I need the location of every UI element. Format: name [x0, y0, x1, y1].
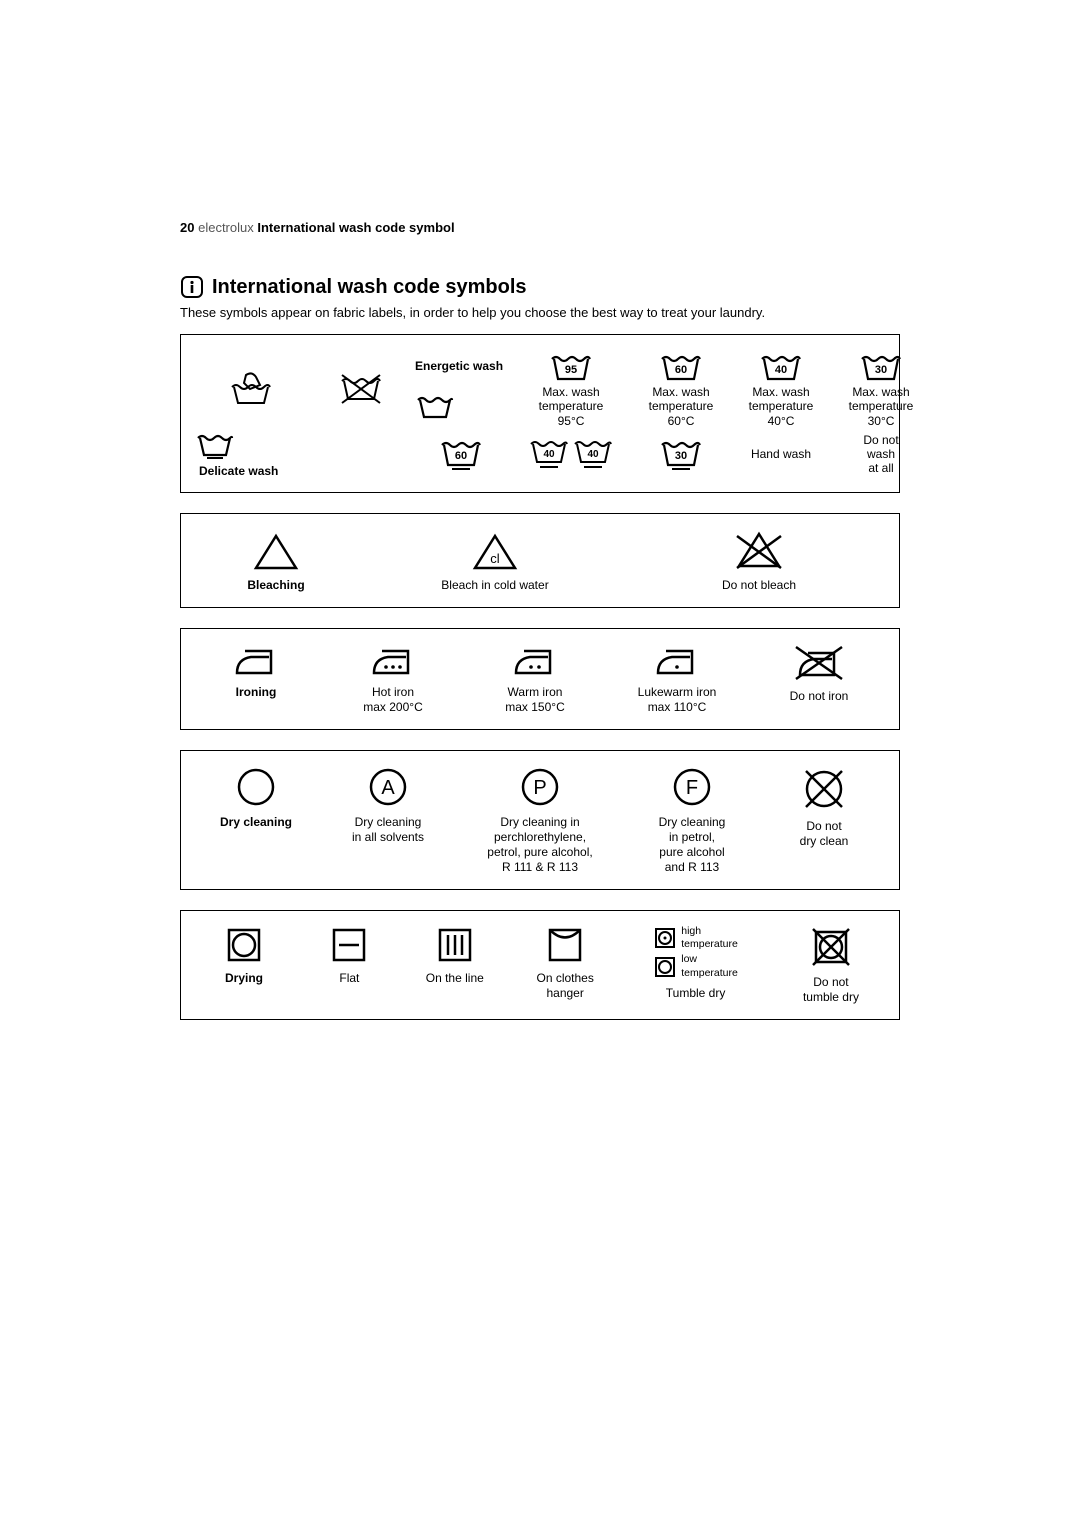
page-number: 20 [180, 220, 194, 235]
wash-30-icon: 30 [831, 349, 931, 383]
svg-text:40: 40 [587, 449, 599, 460]
row-header-energetic: Energetic wash [411, 359, 511, 373]
svg-text:60: 60 [455, 450, 467, 462]
svg-text:30: 30 [875, 364, 887, 376]
do-not-wash-icon [311, 369, 411, 409]
iron-luke-label: Lukewarm iron max 110°C [638, 685, 717, 715]
tumble-high-label: high temperature [681, 925, 738, 951]
do-not-iron-icon [792, 643, 846, 683]
wash-panel: Energetic wash 95 60 40 30 [180, 334, 900, 493]
wash-60-delicate-icon: 60 [411, 435, 511, 473]
wash-40-icon: 40 [731, 349, 831, 383]
iron-luke-icon [652, 643, 702, 679]
dry-line-icon [435, 925, 475, 965]
do-not-iron-label: Do not iron [790, 689, 849, 704]
dry-flat-icon [329, 925, 369, 965]
bleach-triangle-icon [252, 530, 300, 572]
page-title: International wash code symbols [212, 276, 527, 299]
do-not-bleach-label: Do not bleach [722, 578, 796, 593]
intro-text: These symbols appear on fabric labels, i… [180, 305, 900, 320]
dry-circle-square-icon [224, 925, 264, 965]
dryclean-panel: Dry cleaning A Dry cleaning in all solve… [180, 750, 900, 890]
tumble-dry-label: Tumble dry [666, 986, 726, 1001]
dryclean-p-icon: P [518, 765, 562, 809]
title-row: International wash code symbols [180, 275, 900, 299]
wash-30-label: Max. wash temperature 30°C [831, 385, 931, 428]
wash-60-label: Max. wash temperature 60°C [631, 385, 731, 428]
info-icon [180, 275, 204, 299]
do-not-dryclean-icon [800, 765, 848, 813]
wash-30-delicate-icon: 30 [631, 435, 731, 473]
section-name: International wash code symbol [257, 220, 454, 235]
bleach-cl-icon: cl [471, 530, 519, 572]
svg-text:F: F [686, 777, 698, 799]
hand-wash-icon [191, 369, 311, 409]
wash-60-icon: 60 [631, 349, 731, 383]
wash-40-delicate-icons: 40 40 [511, 435, 631, 473]
dryclean-f-icon: F [670, 765, 714, 809]
wash-95-icon: 95 [511, 349, 631, 383]
dry-hanger-icon [545, 925, 585, 965]
dryclean-header: Dry cleaning [220, 815, 292, 830]
dry-panel: Drying Flat On the line On clothes hange… [180, 910, 900, 1020]
iron-panel: Ironing Hot iron max 200°C Warm iron max… [180, 628, 900, 730]
bleach-cold-label: Bleach in cold water [441, 578, 548, 593]
iron-icon [231, 643, 281, 679]
do-not-dryclean-label: Do not dry clean [800, 819, 849, 849]
svg-text:95: 95 [565, 364, 577, 376]
manual-page: 20 electrolux International wash code sy… [0, 0, 1080, 1160]
bleach-panel: Bleaching cl Bleach in cold water Do not… [180, 513, 900, 608]
row-header-delicate: Delicate wash [195, 464, 278, 478]
iron-warm-label: Warm iron max 150°C [505, 685, 565, 715]
dryclean-p-label: Dry cleaning in perchlorethylene, petrol… [487, 815, 592, 875]
wash-40-label: Max. wash temperature 40°C [731, 385, 831, 428]
page-header: 20 electrolux International wash code sy… [180, 220, 900, 235]
wash-95-label: Max. wash temperature 95°C [511, 385, 631, 428]
do-not-wash-label: Do not wash at all [831, 433, 931, 476]
dryclean-f-label: Dry cleaning in petrol, pure alcohol and… [659, 815, 726, 875]
svg-text:A: A [381, 777, 395, 799]
hand-wash-label: Hand wash [731, 447, 831, 461]
svg-text:60: 60 [675, 364, 687, 376]
iron-hot-label: Hot iron max 200°C [363, 685, 423, 715]
do-not-bleach-icon [733, 528, 785, 572]
brand: electrolux [198, 220, 254, 235]
do-not-tumble-label: Do not tumble dry [803, 975, 859, 1005]
dry-hanger-label: On clothes hanger [536, 971, 593, 1001]
svg-text:30: 30 [675, 450, 687, 462]
tumble-low-label: low temperature [681, 953, 738, 979]
dry-flat-label: Flat [339, 971, 359, 986]
bleach-header: Bleaching [247, 578, 304, 593]
iron-warm-icon [510, 643, 560, 679]
dryclean-all-label: Dry cleaning in all solvents [352, 815, 424, 845]
svg-text:40: 40 [775, 364, 787, 376]
delicate-plain-icon [195, 430, 235, 460]
dry-header: Drying [225, 971, 263, 986]
svg-text:P: P [533, 777, 546, 799]
tumble-low-icon [653, 955, 677, 979]
svg-text:cl: cl [490, 551, 500, 566]
iron-header: Ironing [236, 685, 277, 700]
dryclean-a-icon: A [366, 765, 410, 809]
do-not-tumble-icon [809, 925, 853, 969]
iron-hot-icon [368, 643, 418, 679]
dryclean-circle-icon [234, 765, 278, 809]
svg-text:40: 40 [543, 449, 555, 460]
energetic-plain-icon [411, 392, 511, 422]
tumble-high-icon [653, 926, 677, 950]
dry-line-label: On the line [426, 971, 484, 986]
